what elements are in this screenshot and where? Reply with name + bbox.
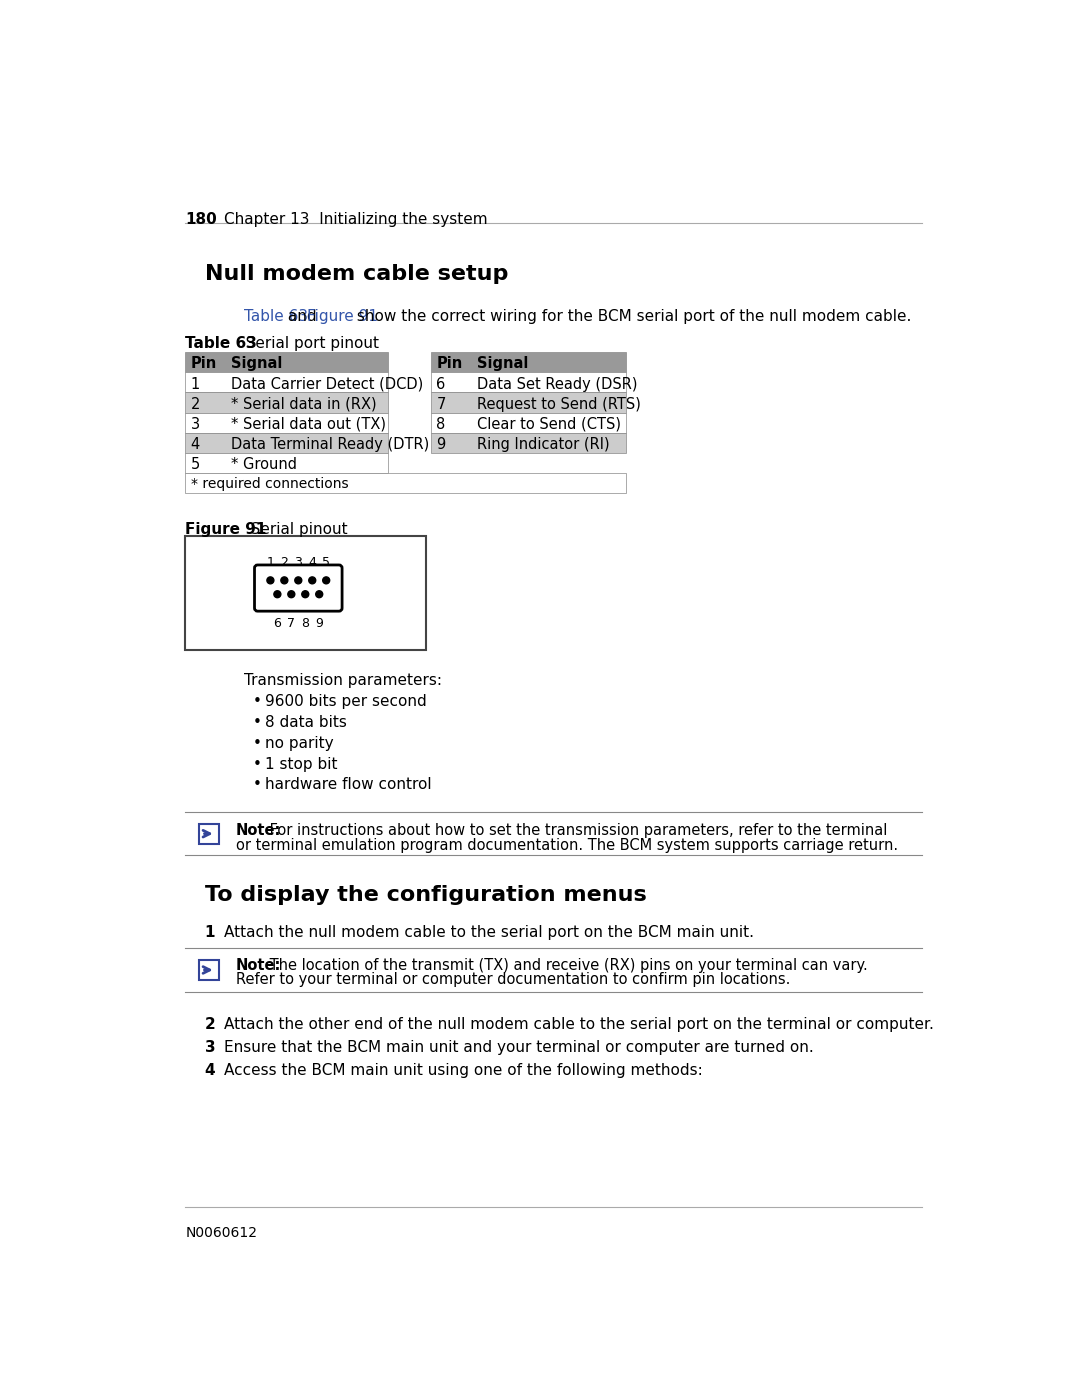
Bar [199,824,218,844]
Text: and: and [283,309,322,324]
Text: To display the configuration menus: To display the configuration menus [205,884,647,904]
Text: hardware flow control: hardware flow control [266,778,432,792]
Text: Pin: Pin [191,356,217,372]
Text: or terminal emulation program documentation. The BCM system supports carriage re: or terminal emulation program documentat… [235,838,897,852]
Text: 2: 2 [281,556,288,569]
Circle shape [281,577,288,584]
Text: Figure 91: Figure 91 [308,309,378,324]
Bar [186,393,389,412]
Text: Note:: Note: [235,823,281,838]
Text: Signal: Signal [476,356,528,372]
Bar [186,373,389,393]
Text: Data Set Ready (DSR): Data Set Ready (DSR) [476,377,637,391]
Text: 3: 3 [205,1039,215,1055]
Text: Pin: Pin [436,356,462,372]
Circle shape [274,591,281,598]
Text: 1: 1 [267,556,274,569]
Text: 180: 180 [186,211,217,226]
Text: Attach the other end of the null modem cable to the serial port on the terminal : Attach the other end of the null modem c… [225,1017,934,1032]
Text: 3: 3 [191,416,200,432]
Bar [186,433,389,453]
Text: 5: 5 [322,556,330,569]
Text: 7: 7 [436,397,446,412]
Text: •: • [253,694,261,710]
Text: Data Terminal Ready (DTR): Data Terminal Ready (DTR) [231,437,430,451]
Text: 1 stop bit: 1 stop bit [266,757,338,771]
Text: Request to Send (RTS): Request to Send (RTS) [476,397,640,412]
Bar [431,412,626,433]
Text: Data Carrier Detect (DCD): Data Carrier Detect (DCD) [231,377,423,391]
Bar [431,433,626,453]
Bar [186,412,389,433]
Text: Figure 91: Figure 91 [186,522,267,536]
Text: 9: 9 [315,617,323,630]
Text: N0060612: N0060612 [186,1227,257,1241]
Text: Access the BCM main unit using one of the following methods:: Access the BCM main unit using one of th… [225,1063,703,1078]
Text: Signal: Signal [231,356,283,372]
Text: 8: 8 [436,416,446,432]
Text: 2: 2 [205,1017,216,1032]
Text: Refer to your terminal or computer documentation to confirm pin locations.: Refer to your terminal or computer docum… [235,972,791,988]
FancyBboxPatch shape [255,564,342,610]
Bar [431,352,626,373]
Text: 1: 1 [205,925,215,940]
Text: 8: 8 [301,617,309,630]
Text: For instructions about how to set the transmission parameters, refer to the term: For instructions about how to set the tr… [266,823,888,838]
Text: 9: 9 [436,437,446,451]
Text: Ensure that the BCM main unit and your terminal or computer are turned on.: Ensure that the BCM main unit and your t… [225,1039,814,1055]
Text: 8 data bits: 8 data bits [266,715,347,731]
Bar [431,373,626,393]
Circle shape [301,591,309,598]
Text: 4: 4 [308,556,316,569]
Text: Note:: Note: [235,958,281,972]
Text: 6: 6 [273,617,281,630]
Text: no parity: no parity [266,736,334,752]
Text: * Ground: * Ground [231,457,297,472]
Text: The location of the transmit (TX) and receive (RX) pins on your terminal can var: The location of the transmit (TX) and re… [266,958,868,972]
Text: * Serial data out (TX): * Serial data out (TX) [231,416,387,432]
Bar [431,393,626,412]
Bar [186,535,426,650]
Circle shape [267,577,274,584]
Text: Null modem cable setup: Null modem cable setup [205,264,508,284]
Text: •: • [253,757,261,771]
Bar [186,453,389,472]
Bar [186,352,389,373]
Text: 2: 2 [191,397,200,412]
Text: 7: 7 [287,617,295,630]
Text: Serial pinout: Serial pinout [237,522,348,536]
Bar [186,472,626,493]
Circle shape [315,591,323,598]
Circle shape [309,577,315,584]
Text: * Serial data in (RX): * Serial data in (RX) [231,397,377,412]
Text: •: • [253,778,261,792]
Circle shape [323,577,329,584]
Text: Chapter 13  Initializing the system: Chapter 13 Initializing the system [225,211,488,226]
Circle shape [295,577,301,584]
Text: Ring Indicator (RI): Ring Indicator (RI) [476,437,609,451]
Text: 5: 5 [191,457,200,472]
Text: * required connections: * required connections [191,478,349,492]
Text: 1: 1 [191,377,200,391]
Bar [199,960,218,979]
Text: •: • [253,715,261,731]
Text: Clear to Send (CTS): Clear to Send (CTS) [476,416,621,432]
Text: 3: 3 [295,556,302,569]
Text: 4: 4 [191,437,200,451]
Text: •: • [253,736,261,752]
Text: Transmission parameters:: Transmission parameters: [243,673,442,687]
Text: Serial port pinout: Serial port pinout [231,335,379,351]
Text: 4: 4 [205,1063,215,1078]
Text: Table 63: Table 63 [243,309,308,324]
Text: show the correct wiring for the BCM serial port of the null modem cable.: show the correct wiring for the BCM seri… [352,309,912,324]
Circle shape [288,591,295,598]
Text: 6: 6 [436,377,446,391]
Text: 9600 bits per second: 9600 bits per second [266,694,427,710]
Text: Attach the null modem cable to the serial port on the BCM main unit.: Attach the null modem cable to the seria… [225,925,754,940]
Text: Table 63: Table 63 [186,335,257,351]
